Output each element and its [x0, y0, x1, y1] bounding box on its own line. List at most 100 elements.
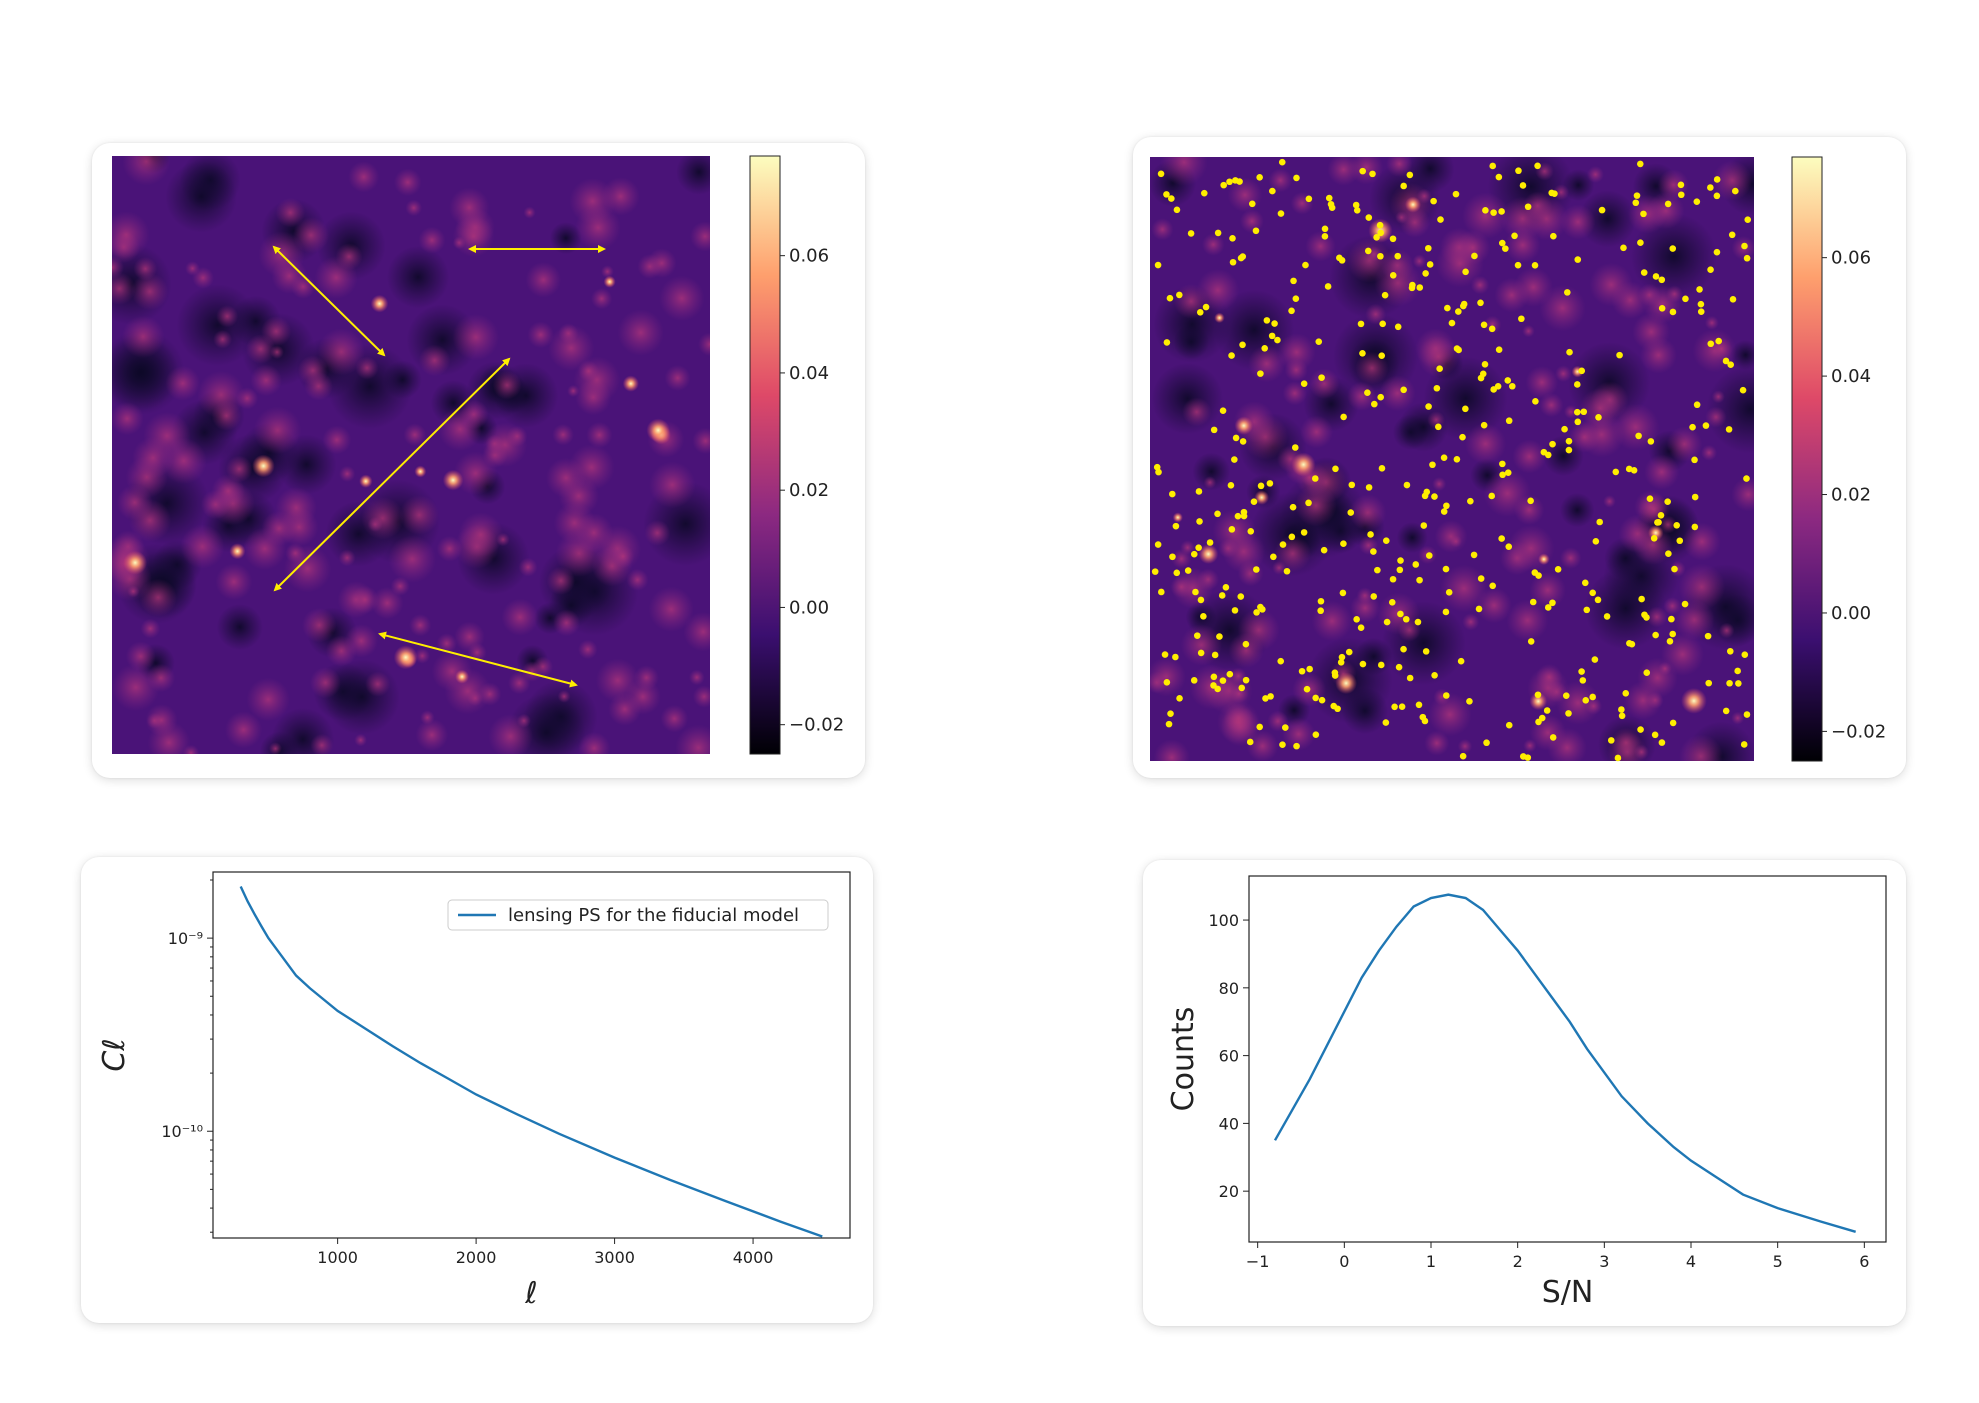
structure-blob [1512, 439, 1547, 474]
peak-marker [1172, 653, 1179, 661]
structure-blob [568, 444, 615, 491]
peak-marker [1155, 468, 1162, 476]
x-tick-label: 5 [1773, 1252, 1783, 1271]
peak-marker [1707, 266, 1714, 274]
structure-blob [290, 274, 316, 299]
peak-marker [1378, 465, 1386, 472]
counts-line [1273, 893, 1857, 1233]
structure-blob [216, 305, 239, 328]
structure-blob [1416, 188, 1432, 204]
structure-blob [1646, 606, 1668, 628]
structure-blob [1462, 192, 1509, 239]
peak-marker [1240, 508, 1248, 516]
peak-marker [1226, 178, 1233, 186]
peak-marker [1573, 381, 1581, 388]
structure-blob [659, 275, 705, 322]
structure-blob [1559, 547, 1582, 569]
peak-marker [1151, 568, 1159, 575]
peak-marker [1257, 482, 1265, 490]
peak-marker [1743, 711, 1751, 718]
structure-blob [578, 639, 598, 660]
peak-marker [1340, 540, 1347, 548]
peak-marker [1504, 377, 1512, 384]
peak-marker [1452, 190, 1460, 198]
void-region [1405, 157, 1455, 194]
peak-marker [1614, 754, 1622, 762]
peak-marker [1210, 673, 1218, 681]
structure-blob [1282, 381, 1307, 406]
peak-marker [1455, 308, 1462, 315]
peak-marker [1261, 344, 1269, 352]
structure-blob [1665, 285, 1684, 303]
structure-blob [1311, 600, 1353, 642]
peak-marker [1425, 552, 1433, 559]
peak-marker [1206, 539, 1214, 546]
spectrum-line [239, 886, 823, 1238]
peak-marker [1713, 248, 1721, 256]
structure-blob [361, 496, 404, 540]
void-region [324, 659, 400, 735]
structure-blob [586, 421, 613, 449]
structure-blob [1504, 227, 1541, 263]
peak-marker [1334, 705, 1341, 713]
peak-marker [1635, 432, 1642, 440]
structure-blob [1355, 351, 1389, 385]
structure-blob [1347, 238, 1392, 283]
peak-marker [1197, 596, 1205, 604]
peak-marker [1352, 201, 1360, 209]
peak-marker [1422, 270, 1429, 277]
peak-marker [1549, 734, 1557, 741]
peak-marker [1702, 422, 1710, 429]
peak-marker [1490, 209, 1497, 216]
peak-marker [1367, 531, 1374, 538]
peak-marker [1453, 456, 1461, 463]
y-axis-label: Counts [1166, 1007, 1201, 1112]
peak-marker [1677, 181, 1685, 189]
peak-marker [1743, 475, 1750, 482]
structure-blob [626, 568, 649, 591]
peak-marker [1612, 468, 1620, 476]
peak-marker [1433, 384, 1441, 392]
structure-blob [1659, 515, 1678, 534]
peak-marker [1518, 315, 1525, 323]
structure-blob [1524, 196, 1569, 241]
structure-blob [644, 520, 671, 546]
peak-marker [1549, 599, 1556, 607]
peak-marker [1383, 618, 1391, 626]
colorbar-tick-label: 0.04 [789, 363, 829, 384]
peak-marker [1193, 632, 1201, 639]
peak-marker [1655, 519, 1662, 526]
structure-blob [624, 678, 661, 715]
structure-blob [1525, 365, 1559, 399]
peak-marker [1269, 187, 1276, 195]
peak-marker [1176, 291, 1183, 299]
structure-blob [1555, 365, 1572, 383]
peak-marker [1157, 170, 1165, 178]
structure-blob [131, 273, 169, 311]
peak-marker [1592, 538, 1600, 545]
structure-blob [1585, 697, 1603, 715]
annotation-arrow [272, 245, 386, 357]
peak-marker [1365, 484, 1373, 491]
peak-marker [1677, 191, 1685, 199]
peak-marker [1154, 541, 1162, 548]
peak-marker [1298, 667, 1306, 675]
peak-marker [1253, 566, 1260, 573]
peak-marker [1166, 294, 1174, 302]
peak-marker [1664, 498, 1671, 505]
structure-blob [1462, 613, 1480, 631]
peak-marker [1357, 320, 1365, 328]
peak-marker [1278, 158, 1286, 166]
peak-marker [1582, 697, 1590, 704]
peak-marker [1391, 703, 1398, 711]
structure-blob [683, 612, 710, 652]
bright-halo [1291, 452, 1316, 477]
peak-marker [1581, 579, 1589, 587]
peak-marker [1306, 665, 1313, 673]
bright-halo [1172, 512, 1183, 523]
structure-blob [577, 360, 600, 382]
structure-blob [1640, 336, 1677, 374]
structure-blob [1347, 381, 1377, 411]
structure-blob [127, 585, 140, 598]
peak-marker [1214, 510, 1221, 518]
